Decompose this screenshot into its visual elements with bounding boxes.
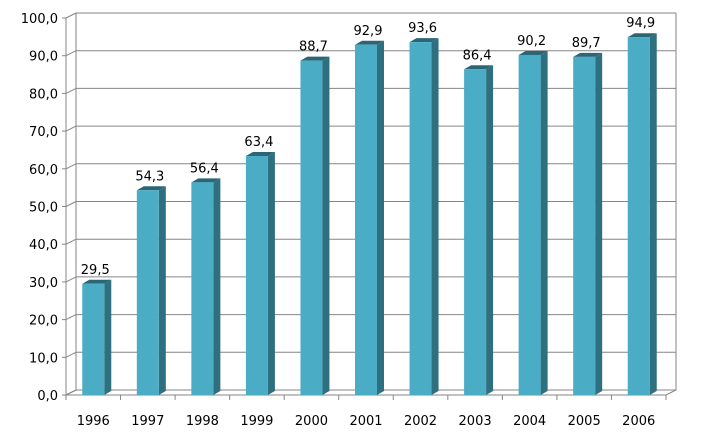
data-label: 88,7 [299, 40, 328, 55]
x-tick-label: 1996 [77, 414, 110, 429]
data-labels: 29,5 54,3 56,4 63,4 88,7 92,9 93,6 86,4 90,2 89,7… [81, 16, 655, 278]
bar [136, 186, 166, 395]
x-tick-label: 1999 [240, 414, 273, 429]
bar-top [245, 151, 275, 156]
bar-side [431, 38, 439, 396]
bar-front [136, 190, 159, 395]
bar-front [464, 69, 487, 395]
bar-top [191, 178, 221, 183]
gridline-depth [65, 201, 77, 207]
y-axis-tick-labels: 0,0 10,0 20,0 30,0 40,0 50,0 60,0 70,0 80,0 90,0 1… [21, 12, 58, 404]
data-label: 54,3 [135, 169, 164, 184]
gridline-depth [65, 351, 77, 358]
bar [518, 50, 548, 396]
bar-front [82, 283, 105, 395]
bar-side [540, 50, 548, 396]
bar [464, 65, 494, 395]
gridline-depth [65, 12, 77, 19]
data-label: 93,6 [408, 21, 437, 36]
bars [82, 33, 657, 396]
gridline-depth [65, 87, 77, 94]
x-axis-tick-labels: 1996 1997 1998 1999 2000 2001 2002 2003 2004 2005… [77, 414, 656, 429]
bar-top [464, 65, 494, 70]
data-label: 94,9 [626, 16, 655, 31]
bar-side [322, 56, 330, 395]
bar-side [267, 151, 275, 395]
bar-side [104, 279, 112, 395]
x-tick-label: 2001 [349, 414, 382, 429]
y-tick-label: 100,0 [21, 12, 58, 27]
data-label: 86,4 [463, 48, 492, 63]
data-label: 56,4 [190, 161, 219, 176]
bar-front [573, 56, 596, 396]
bar-top [627, 33, 657, 38]
gridline-depth [65, 163, 77, 170]
bar-top [573, 52, 603, 57]
bar-top [355, 40, 384, 45]
bar-front [300, 60, 323, 395]
x-tick-label: 2002 [404, 414, 437, 429]
data-label: 92,9 [354, 24, 383, 39]
bar-top [518, 50, 548, 55]
y-tick-label: 20,0 [29, 314, 58, 329]
gridline-depth [65, 238, 77, 245]
gridline-depth [65, 314, 77, 321]
bar-front [409, 42, 432, 396]
y-tick-label: 0,0 [37, 389, 58, 404]
bar-front [518, 54, 541, 396]
bar [191, 178, 221, 395]
data-label: 90,2 [517, 34, 546, 49]
y-tick-label: 90,0 [29, 50, 58, 65]
gridline-depth [65, 276, 77, 283]
x-tick-label: 1997 [131, 414, 164, 429]
bar-front [627, 37, 650, 396]
gridline-depth [65, 125, 77, 132]
y-tick-label: 80,0 [29, 87, 58, 102]
bar-side [649, 33, 657, 396]
bar-side [158, 186, 166, 395]
bar [409, 38, 439, 396]
bar-front [245, 155, 268, 395]
y-tick-label: 30,0 [29, 276, 58, 291]
bar [573, 52, 603, 396]
bar-front [355, 44, 377, 395]
data-label: 29,5 [81, 263, 110, 278]
bar [82, 279, 112, 395]
bar [245, 151, 275, 395]
bar [355, 40, 384, 395]
bar-top [300, 56, 330, 61]
y-tick-label: 70,0 [29, 125, 58, 140]
x-tick-label: 2003 [459, 414, 492, 429]
x-tick-label: 2000 [295, 414, 328, 429]
y-tick-label: 40,0 [29, 238, 58, 253]
x-tick-label: 2004 [513, 414, 546, 429]
bar-side [595, 52, 603, 396]
x-tick-label: 1998 [186, 414, 219, 429]
bar-side [377, 40, 384, 395]
y-tick-label: 60,0 [29, 163, 58, 178]
bar-top [82, 279, 112, 284]
bar [300, 56, 330, 395]
bar-side [486, 65, 494, 395]
x-tick-label: 2006 [622, 414, 655, 429]
y-tick-label: 50,0 [29, 201, 58, 216]
gridline-depth [65, 50, 77, 57]
bar-top [409, 38, 439, 43]
bar-top [136, 186, 166, 191]
y-tick-label: 10,0 [29, 351, 58, 366]
data-label: 63,4 [244, 135, 273, 150]
bar-front [191, 182, 214, 395]
bar [627, 33, 657, 396]
data-label: 89,7 [572, 36, 601, 51]
bar-side [213, 178, 221, 395]
x-tick-label: 2005 [568, 414, 601, 429]
